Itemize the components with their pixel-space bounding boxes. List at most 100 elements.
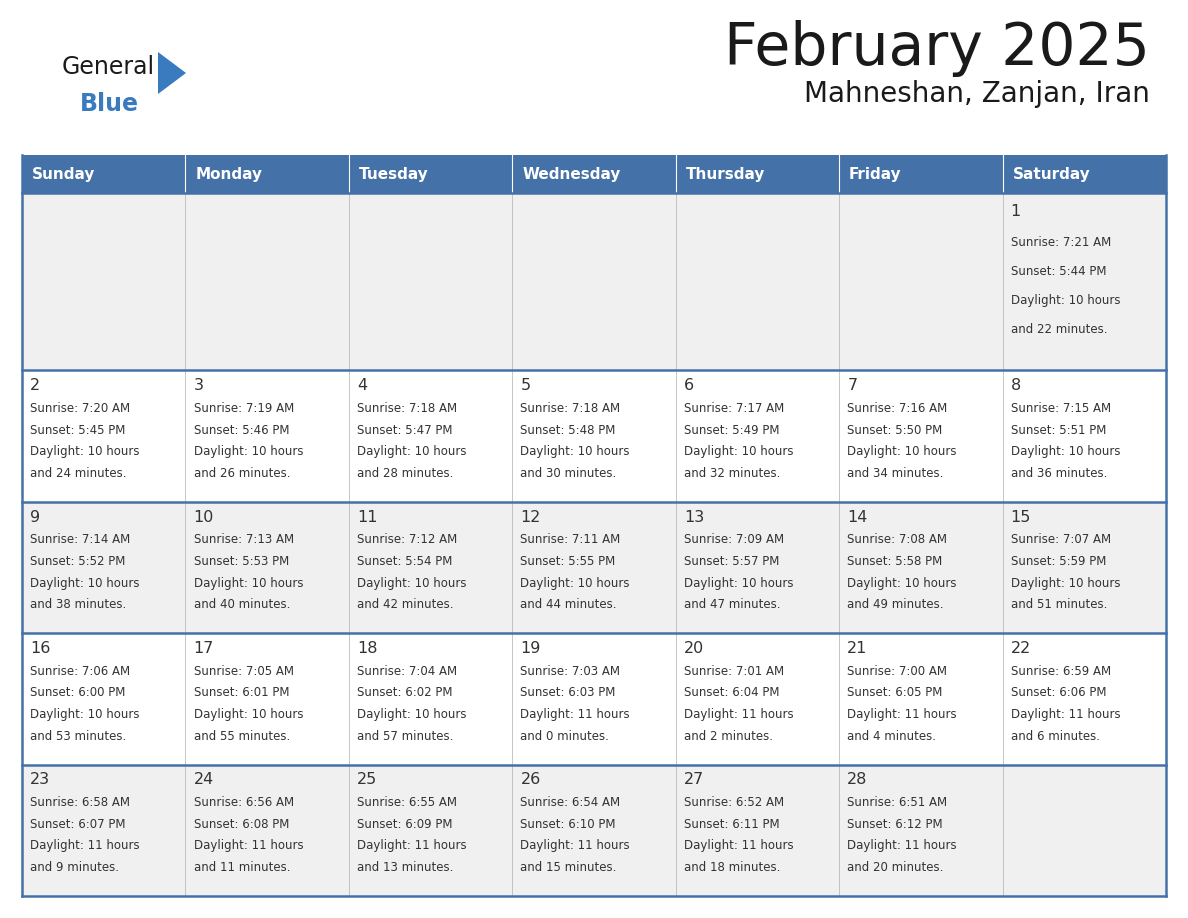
Text: Sunset: 6:08 PM: Sunset: 6:08 PM [194, 818, 289, 831]
Bar [1003, 633, 1165, 765]
Text: Sunrise: 7:20 AM: Sunrise: 7:20 AM [30, 402, 131, 415]
Bar [512, 193, 676, 370]
Text: 4: 4 [358, 378, 367, 393]
Text: Daylight: 10 hours: Daylight: 10 hours [520, 577, 630, 589]
Text: Sunrise: 7:11 AM: Sunrise: 7:11 AM [520, 533, 620, 546]
Bar [185, 633, 349, 765]
Text: Daylight: 11 hours: Daylight: 11 hours [847, 708, 958, 722]
Text: Daylight: 10 hours: Daylight: 10 hours [358, 577, 467, 589]
Text: and 6 minutes.: and 6 minutes. [1011, 730, 1100, 743]
Bar [1003, 765, 1165, 896]
Bar [1003, 155, 1165, 193]
Bar [185, 765, 349, 896]
Text: Daylight: 11 hours: Daylight: 11 hours [1011, 708, 1120, 722]
Text: Sunday: Sunday [32, 166, 95, 182]
Text: Sunrise: 7:09 AM: Sunrise: 7:09 AM [684, 533, 784, 546]
Text: Daylight: 10 hours: Daylight: 10 hours [358, 445, 467, 458]
Text: Sunset: 6:04 PM: Sunset: 6:04 PM [684, 687, 779, 700]
Text: Daylight: 11 hours: Daylight: 11 hours [30, 839, 140, 853]
Text: 27: 27 [684, 772, 704, 788]
Text: and 32 minutes.: and 32 minutes. [684, 467, 781, 480]
Text: and 38 minutes.: and 38 minutes. [30, 599, 126, 611]
Bar [23, 370, 185, 502]
Bar [23, 193, 185, 370]
Text: 20: 20 [684, 641, 704, 656]
Text: Sunset: 6:05 PM: Sunset: 6:05 PM [847, 687, 943, 700]
Text: Sunset: 5:47 PM: Sunset: 5:47 PM [358, 423, 453, 437]
Text: and 13 minutes.: and 13 minutes. [358, 861, 454, 874]
Text: Daylight: 10 hours: Daylight: 10 hours [194, 445, 303, 458]
Bar [185, 193, 349, 370]
Text: Sunset: 5:53 PM: Sunset: 5:53 PM [194, 555, 289, 568]
Text: and 42 minutes.: and 42 minutes. [358, 599, 454, 611]
Text: Daylight: 10 hours: Daylight: 10 hours [847, 577, 956, 589]
Bar [23, 155, 185, 193]
Bar [512, 633, 676, 765]
Bar [512, 765, 676, 896]
Text: Daylight: 11 hours: Daylight: 11 hours [847, 839, 958, 853]
Text: Sunrise: 6:52 AM: Sunrise: 6:52 AM [684, 796, 784, 809]
Text: Daylight: 10 hours: Daylight: 10 hours [1011, 445, 1120, 458]
Text: 18: 18 [358, 641, 378, 656]
Text: Sunset: 6:09 PM: Sunset: 6:09 PM [358, 818, 453, 831]
Bar [676, 370, 839, 502]
Bar [349, 765, 512, 896]
Text: 6: 6 [684, 378, 694, 393]
Text: Sunset: 5:44 PM: Sunset: 5:44 PM [1011, 265, 1106, 278]
Bar [349, 502, 512, 633]
Text: 12: 12 [520, 509, 541, 525]
Bar [512, 155, 676, 193]
Text: Sunset: 6:01 PM: Sunset: 6:01 PM [194, 687, 289, 700]
Bar [676, 193, 839, 370]
Text: and 4 minutes.: and 4 minutes. [847, 730, 936, 743]
Text: and 57 minutes.: and 57 minutes. [358, 730, 454, 743]
Text: Daylight: 10 hours: Daylight: 10 hours [847, 445, 956, 458]
Text: 22: 22 [1011, 641, 1031, 656]
Bar [23, 765, 185, 896]
Polygon shape [158, 52, 187, 94]
Text: Sunrise: 7:18 AM: Sunrise: 7:18 AM [358, 402, 457, 415]
Text: Sunrise: 6:55 AM: Sunrise: 6:55 AM [358, 796, 457, 809]
Text: 2: 2 [30, 378, 40, 393]
Text: 24: 24 [194, 772, 214, 788]
Bar [676, 155, 839, 193]
Text: 11: 11 [358, 509, 378, 525]
Text: 25: 25 [358, 772, 378, 788]
Bar [676, 633, 839, 765]
Text: Sunset: 6:12 PM: Sunset: 6:12 PM [847, 818, 943, 831]
Text: Sunset: 6:02 PM: Sunset: 6:02 PM [358, 687, 453, 700]
Text: 28: 28 [847, 772, 867, 788]
Bar [349, 370, 512, 502]
Text: 19: 19 [520, 641, 541, 656]
Text: Sunrise: 7:12 AM: Sunrise: 7:12 AM [358, 533, 457, 546]
Text: Sunrise: 7:06 AM: Sunrise: 7:06 AM [30, 665, 131, 677]
Text: Friday: Friday [849, 166, 902, 182]
Bar [349, 633, 512, 765]
Text: Sunrise: 7:16 AM: Sunrise: 7:16 AM [847, 402, 948, 415]
Text: and 2 minutes.: and 2 minutes. [684, 730, 773, 743]
Bar [23, 633, 185, 765]
Text: Sunrise: 6:54 AM: Sunrise: 6:54 AM [520, 796, 620, 809]
Text: Sunrise: 7:01 AM: Sunrise: 7:01 AM [684, 665, 784, 677]
Bar [1003, 502, 1165, 633]
Text: and 53 minutes.: and 53 minutes. [30, 730, 126, 743]
Text: Daylight: 10 hours: Daylight: 10 hours [1011, 294, 1120, 308]
Text: 10: 10 [194, 509, 214, 525]
Text: and 20 minutes.: and 20 minutes. [847, 861, 943, 874]
Text: Sunrise: 7:07 AM: Sunrise: 7:07 AM [1011, 533, 1111, 546]
Text: Sunrise: 7:17 AM: Sunrise: 7:17 AM [684, 402, 784, 415]
Bar [839, 765, 1003, 896]
Text: and 34 minutes.: and 34 minutes. [847, 467, 943, 480]
Text: Sunrise: 7:05 AM: Sunrise: 7:05 AM [194, 665, 293, 677]
Text: Sunset: 6:11 PM: Sunset: 6:11 PM [684, 818, 779, 831]
Text: 1: 1 [1011, 204, 1020, 218]
Bar [512, 502, 676, 633]
Bar [839, 633, 1003, 765]
Text: Daylight: 10 hours: Daylight: 10 hours [684, 445, 794, 458]
Text: Blue: Blue [80, 92, 139, 116]
Text: Daylight: 10 hours: Daylight: 10 hours [1011, 577, 1120, 589]
Text: and 51 minutes.: and 51 minutes. [1011, 599, 1107, 611]
Text: Sunset: 5:51 PM: Sunset: 5:51 PM [1011, 423, 1106, 437]
Text: Wednesday: Wednesday [522, 166, 620, 182]
Text: Sunrise: 7:03 AM: Sunrise: 7:03 AM [520, 665, 620, 677]
